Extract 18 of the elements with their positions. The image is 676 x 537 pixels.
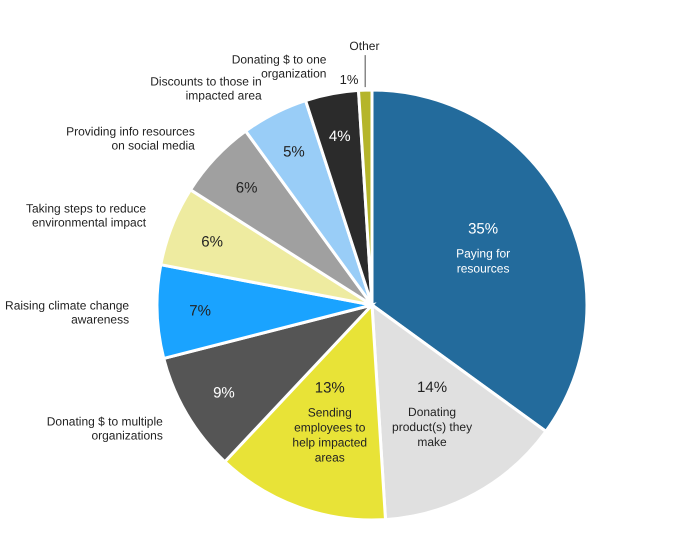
data-label: 9%: [213, 384, 235, 402]
data-label: 4%: [328, 128, 351, 146]
slice-label: Providing info resources on social media: [66, 124, 196, 153]
slice-label: Other: [349, 39, 380, 54]
slice-label: Donating $ to multiple organizations: [46, 414, 164, 443]
slice-label: Raising climate change awareness: [5, 298, 130, 327]
slice-label: Taking steps to reduce environmental impact: [26, 202, 147, 230]
data-label: 1%: [340, 72, 359, 88]
data-label: 7%: [189, 302, 211, 320]
data-label: 13%: [314, 379, 345, 396]
slice-label: Donating product(s) they make: [392, 404, 472, 449]
data-label: 6%: [201, 234, 223, 251]
slice-label: Paying for resources: [456, 246, 510, 276]
data-label: 6%: [236, 179, 258, 196]
slice-label: Sending employees to help impacted areas: [292, 405, 368, 464]
data-label: 14%: [417, 378, 448, 396]
data-label: 5%: [283, 144, 305, 161]
data-label: 35%: [468, 220, 498, 238]
